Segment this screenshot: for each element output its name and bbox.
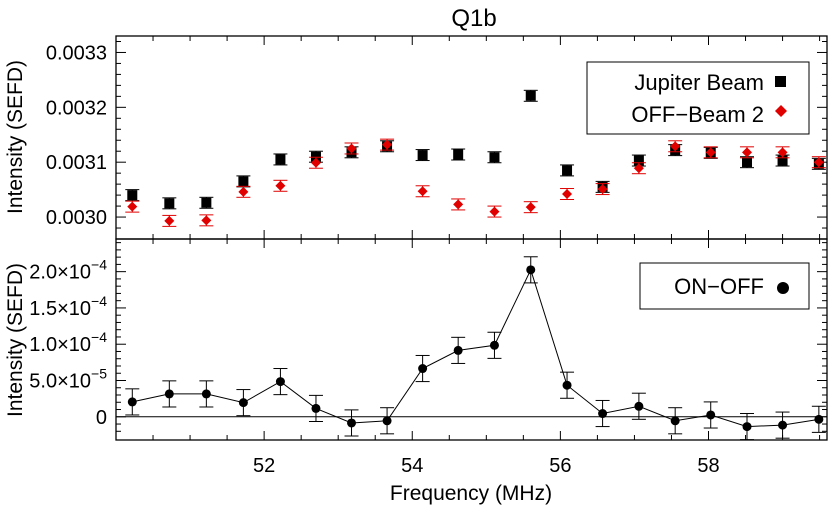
data-point-circle <box>814 414 824 424</box>
data-point-circle <box>311 403 321 413</box>
data-point-square <box>310 151 321 162</box>
y-tick-label: 1.0×10−4 <box>29 329 107 356</box>
data-point-diamond <box>164 215 175 226</box>
data-point-circle <box>453 345 463 355</box>
data-point-square <box>275 154 286 165</box>
data-point-diamond <box>275 180 286 191</box>
bottom-legend: ON−OFF <box>639 262 810 310</box>
top-y-axis: 0.0030 0.0031 0.0032 0.0033 <box>46 40 827 240</box>
top-series-group <box>125 89 826 227</box>
top-legend-box <box>586 61 810 135</box>
data-point-diamond <box>201 215 212 226</box>
data-point-circle <box>127 397 137 407</box>
y-tick-label: 0.0033 <box>46 42 107 64</box>
y-tick-label: 0 <box>96 407 107 429</box>
data-point-diamond <box>670 141 681 152</box>
x-tick-label: 54 <box>401 455 423 477</box>
legend-square-marker <box>775 76 786 87</box>
data-point-diamond <box>525 202 536 213</box>
data-point-circle <box>201 389 211 399</box>
legend-circle-marker <box>777 282 789 294</box>
data-point-circle <box>238 398 248 408</box>
chart-title: Q1b <box>451 5 496 32</box>
data-point-diamond <box>346 143 357 154</box>
legend-label-on-off: ON−OFF <box>674 274 764 299</box>
legend-diamond-marker <box>775 105 787 117</box>
data-point-circle <box>742 422 752 432</box>
data-point-circle <box>382 416 392 426</box>
data-point-diamond <box>562 189 573 200</box>
bottom-x-axis: 52 54 56 58 <box>152 36 821 477</box>
data-point-diamond <box>127 201 138 212</box>
data-point-square <box>417 150 428 161</box>
data-point-square <box>489 152 500 163</box>
data-point-square <box>238 176 249 187</box>
data-point-square <box>525 90 536 101</box>
y-tick-label: 5.0×10−5 <box>29 365 107 392</box>
data-point-square <box>562 165 573 176</box>
bottom-y-axis: 0 5.0×10−5 1.0×10−4 1.5×10−4 2.0×10−4 <box>29 242 827 432</box>
data-point-square <box>742 157 753 168</box>
x-axis-label: Frequency (MHz) <box>390 482 552 505</box>
legend-label-jupiter-beam: Jupiter Beam <box>634 70 764 95</box>
data-point-circle <box>418 364 428 374</box>
top-legend: Jupiter Beam OFF−Beam 2 <box>586 61 810 135</box>
data-point-diamond <box>453 199 464 210</box>
bottom-plot-frame <box>115 238 828 441</box>
y-tick-label: 0.0031 <box>46 152 107 174</box>
data-point-diamond <box>633 163 644 174</box>
data-point-square <box>633 155 644 166</box>
data-point-diamond <box>310 157 321 168</box>
data-point-diamond <box>238 186 249 197</box>
data-point-square <box>201 197 212 208</box>
data-point-circle <box>489 340 499 350</box>
data-point-diamond <box>813 157 824 168</box>
y-tick-label: 1.5×10−4 <box>29 293 107 320</box>
data-point-circle <box>778 420 788 430</box>
series-line <box>132 268 819 428</box>
x-tick-label: 58 <box>697 455 719 477</box>
legend-label-off-beam: OFF−Beam 2 <box>631 102 764 127</box>
y-tick-label: 0.0032 <box>46 97 107 119</box>
top-panel: 0.0030 0.0031 0.0032 0.0033 Intensity (SEFD… <box>4 35 828 240</box>
x-tick-label: 56 <box>549 455 571 477</box>
data-point-diamond <box>705 147 716 158</box>
data-point-circle <box>706 410 716 420</box>
data-point-square <box>127 190 138 201</box>
data-point-square <box>164 198 175 209</box>
y-tick-label: 0.0030 <box>46 207 107 229</box>
data-point-circle <box>562 380 572 390</box>
data-point-diamond <box>417 186 428 197</box>
top-y-axis-label: Intensity (SEFD) <box>4 60 27 214</box>
data-point-circle <box>347 418 357 428</box>
data-point-circle <box>670 416 680 426</box>
data-point-circle <box>164 389 174 399</box>
y-tick-label: 2.0×10−4 <box>29 257 107 284</box>
data-point-square <box>777 155 788 166</box>
bottom-panel: 0 5.0×10−5 1.0×10−4 1.5×10−4 2.0×10−4 52 54 56… <box>4 36 828 505</box>
data-point-diamond <box>489 206 500 217</box>
bottom-y-axis-label: Intensity (SEFD) <box>4 263 27 417</box>
data-point-diamond <box>597 184 608 195</box>
data-point-circle <box>598 409 608 419</box>
data-point-square <box>453 149 464 160</box>
bottom-series-group <box>125 256 826 441</box>
data-point-circle <box>634 401 644 411</box>
data-point-circle <box>526 265 536 275</box>
data-point-circle <box>275 377 285 387</box>
data-point-diamond <box>742 147 753 158</box>
x-tick-label: 52 <box>253 455 275 477</box>
data-point-diamond <box>777 147 788 158</box>
data-point-diamond <box>382 139 393 150</box>
